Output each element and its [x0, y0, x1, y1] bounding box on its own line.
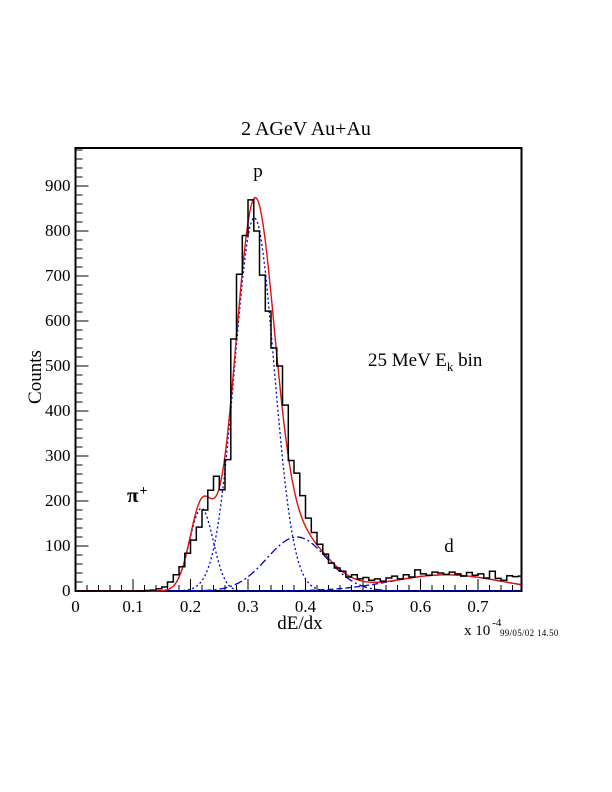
- x-tick-label: 0.1: [122, 597, 144, 616]
- x-tick-label: 0: [71, 597, 80, 616]
- scale-prefix: x 10: [464, 623, 491, 639]
- pion-charge-sign: +: [139, 484, 148, 499]
- y-tick-label: 400: [45, 401, 71, 420]
- plot-frame: [74, 147, 523, 592]
- plot-timestamp: 99/05/02 14.50: [500, 628, 559, 638]
- fit-total-curve: [75, 196, 521, 592]
- pion-symbol: π: [127, 483, 139, 507]
- y-tick-label: 0: [62, 581, 71, 600]
- y-tick-label: 700: [45, 266, 71, 285]
- histogram-steps: [75, 199, 522, 592]
- energy-bin-label: 25 MeV Ek bin: [368, 350, 482, 375]
- pion-peak-label: π+: [127, 483, 148, 508]
- x-tick-label: 0.5: [352, 597, 374, 616]
- fit-component-proton: [75, 216, 521, 592]
- x-tick-label: 0.6: [409, 597, 432, 616]
- x-axis-scale-note: x 10 -4: [464, 617, 502, 640]
- x-tick-label: 0.7: [467, 597, 489, 616]
- y-tick-label: 800: [45, 221, 71, 240]
- fit-component-proton-tail: [75, 536, 521, 592]
- x-tick-label: 0.2: [179, 597, 202, 616]
- scale-exponent: -4: [492, 617, 502, 629]
- x-tick-label: 0.4: [294, 597, 317, 616]
- energy-bin-text: 25 MeV E: [368, 350, 447, 371]
- y-tick-label: 300: [45, 446, 71, 465]
- y-tick-label: 900: [45, 176, 71, 195]
- energy-bin-suffix: bin: [453, 350, 483, 371]
- fit-component-deuteron: [75, 574, 521, 592]
- deuteron-peak-label: d: [444, 536, 454, 557]
- y-tick-label: 200: [45, 491, 71, 510]
- plot-title: 2 AGeV Au+Au: [241, 118, 371, 140]
- energy-bin-subscript: k: [446, 358, 454, 374]
- x-axis-title: dE/dx: [277, 613, 323, 634]
- y-tick-label: 100: [45, 536, 71, 555]
- y-tick-label: 600: [45, 311, 71, 330]
- proton-peak-label: p: [253, 161, 263, 182]
- y-tick-label: 500: [45, 356, 71, 375]
- x-tick-label: 0.3: [237, 597, 259, 616]
